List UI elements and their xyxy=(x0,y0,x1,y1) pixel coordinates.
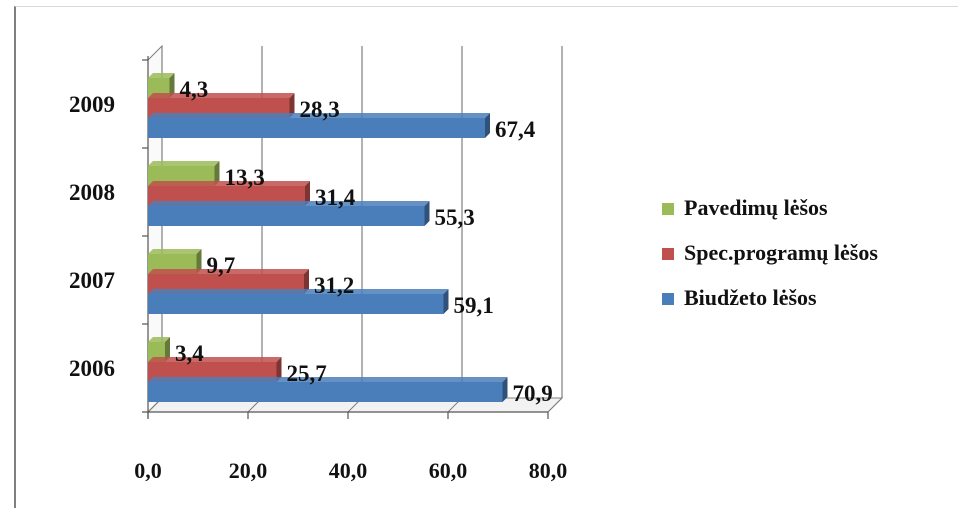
bar-end-face xyxy=(485,113,490,138)
bar-top-face xyxy=(148,357,282,362)
y-tick-label: 2009 xyxy=(69,92,115,117)
bar-top-face xyxy=(148,249,202,254)
data-label: 70,9 xyxy=(513,381,553,406)
bar-top-face xyxy=(148,113,490,118)
bar-top-face xyxy=(148,201,430,206)
bar xyxy=(148,382,503,402)
legend-swatch xyxy=(662,293,674,305)
x-tick-label: 80,0 xyxy=(529,458,568,483)
bar-end-face xyxy=(289,93,295,118)
legend: Pavedimų lėšos Spec.programų lėšos Biudžet… xyxy=(662,195,878,310)
bar-end-face xyxy=(214,161,220,186)
chart-frame xyxy=(14,6,958,508)
data-label: 13,3 xyxy=(225,165,265,190)
data-label: 31,2 xyxy=(314,273,354,298)
bar xyxy=(148,206,425,226)
bar xyxy=(148,294,444,314)
data-label: 9,7 xyxy=(207,253,236,278)
bar-end-face xyxy=(196,249,202,274)
floor-gridline xyxy=(547,397,563,413)
y-tick-label: 2007 xyxy=(69,268,115,293)
data-label: 3,4 xyxy=(175,341,204,366)
bar-top-face xyxy=(148,73,175,78)
x-tick-label: 0,0 xyxy=(134,458,162,483)
bar-end-face xyxy=(443,289,449,314)
data-label: 55,3 xyxy=(435,205,475,230)
bar-end-face xyxy=(169,73,175,98)
y-tick-label: 2006 xyxy=(69,356,115,381)
x-tick-label: 60,0 xyxy=(429,458,468,483)
data-label: 31,4 xyxy=(315,185,356,210)
legend-swatch xyxy=(662,203,674,215)
bar-top-face xyxy=(148,181,310,186)
y-tick-label: 2008 xyxy=(69,180,115,205)
data-label: 28,3 xyxy=(300,97,340,122)
data-label: 25,7 xyxy=(287,361,327,386)
data-label: 4,3 xyxy=(180,77,209,102)
bar-end-face xyxy=(305,181,310,206)
bar-top-face xyxy=(148,269,309,274)
bar-layer xyxy=(148,73,508,402)
data-label: 59,1 xyxy=(454,293,494,318)
legend-label: Spec.programų lėšos xyxy=(684,240,878,265)
label-layer: 3,4 25,7 70,9 9,7 31,2 59,1 13,3 31,4 55,3 4,3 28,… xyxy=(175,77,553,406)
x-tick-label: 20,0 xyxy=(229,458,268,483)
bar-top-face xyxy=(148,289,449,294)
bar-end-face xyxy=(502,377,508,402)
legend-swatch xyxy=(662,248,674,260)
bar-end-face xyxy=(165,337,170,362)
bar xyxy=(148,118,485,138)
bar-top-face xyxy=(148,337,170,342)
bar-top-face xyxy=(148,161,220,166)
bar-top-face xyxy=(148,377,508,382)
legend-label: Biudžeto lėšos xyxy=(684,285,817,310)
bar-top-face xyxy=(148,93,295,98)
data-label: 67,4 xyxy=(495,117,536,142)
x-tick-label: 40,0 xyxy=(329,458,368,483)
bar-end-face xyxy=(424,201,430,226)
bar-end-face xyxy=(276,357,282,382)
bar-end-face xyxy=(304,269,309,294)
legend-label: Pavedimų lėšos xyxy=(684,195,828,220)
